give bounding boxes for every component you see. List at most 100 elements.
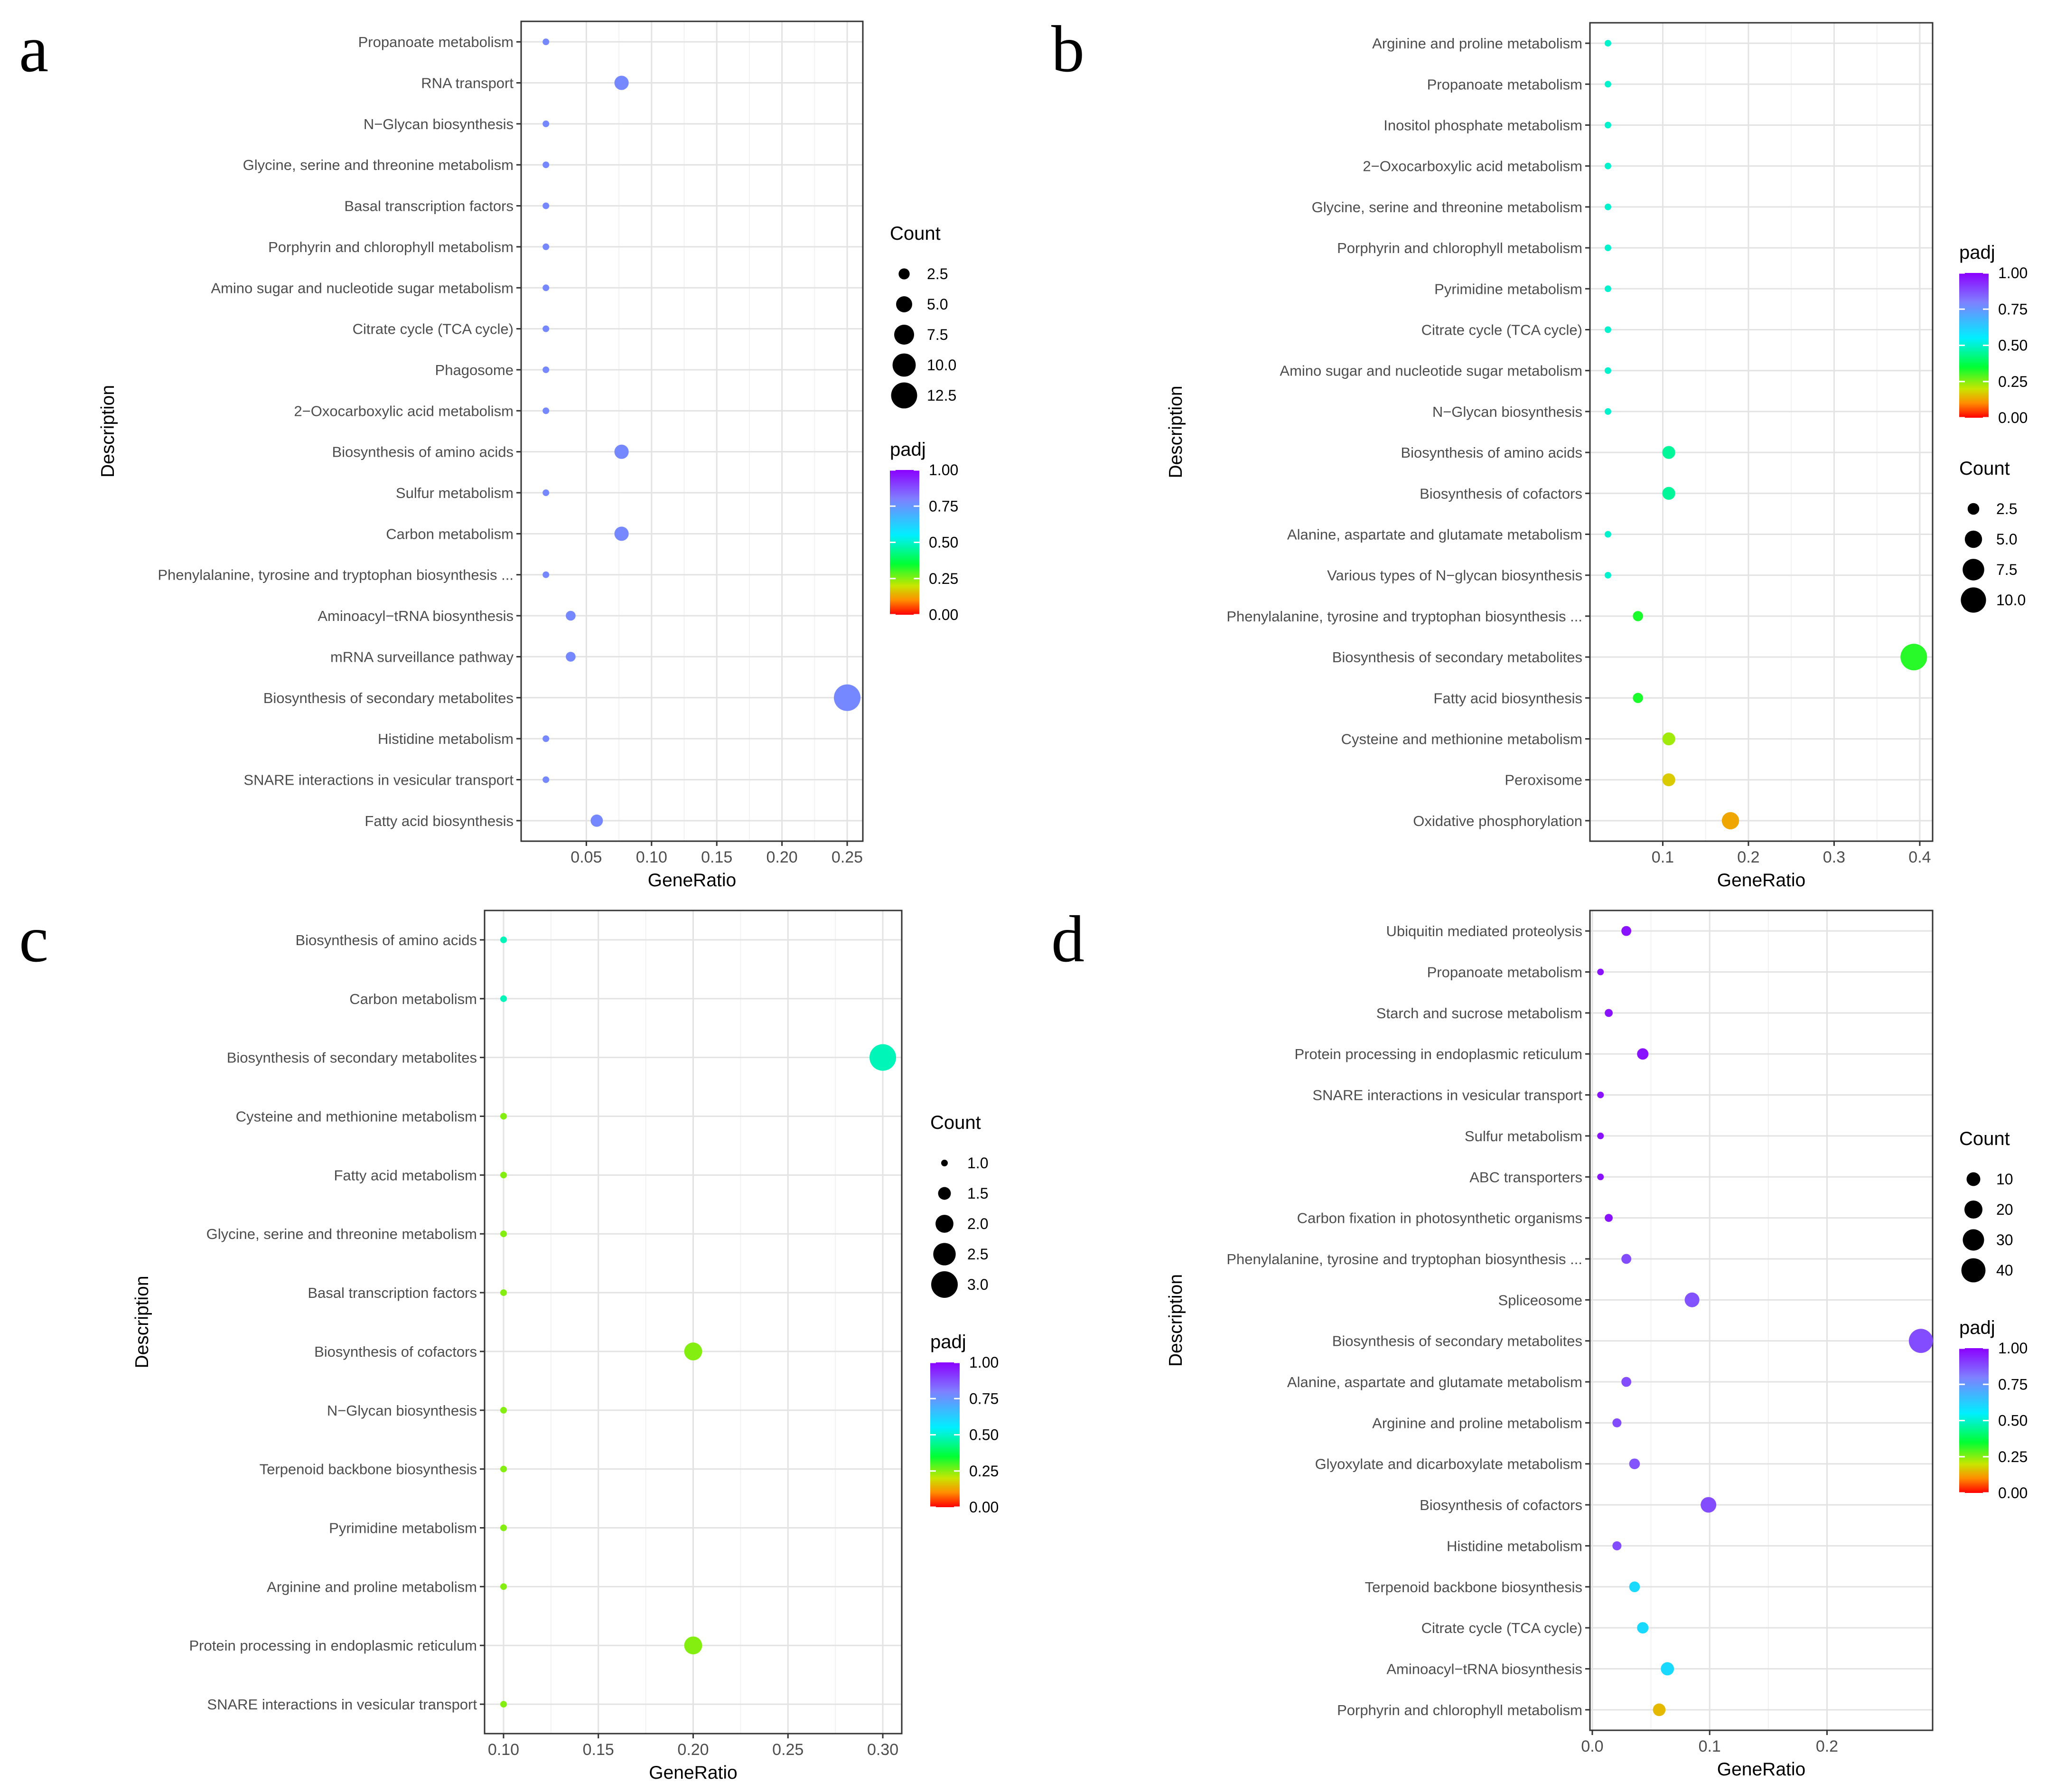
category-label-n-glycan-biosynthesis: N−Glycan biosynthesis	[364, 116, 514, 132]
point-snare-interactions-in-vesicular-transport	[1597, 1091, 1604, 1098]
size-legend-key	[896, 296, 912, 312]
point-oxidative-phosphorylation	[1721, 812, 1739, 830]
category-label-2-oxocarboxylic-acid-metabolism: 2−Oxocarboxylic acid metabolism	[1363, 158, 1582, 175]
point-phenylalanine-tyrosine-and-tryptophan-biosynthesis	[1621, 1254, 1632, 1264]
category-label-basal-transcription-factors: Basal transcription factors	[308, 1285, 477, 1301]
category-label-pyrimidine-metabolism: Pyrimidine metabolism	[1434, 281, 1582, 297]
category-label-cysteine-and-methionine-metabolism: Cysteine and methionine metabolism	[236, 1108, 477, 1125]
x-tick-label: 0.15	[583, 1741, 614, 1759]
point-starch-and-sucrose-metabolism	[1605, 1009, 1613, 1017]
category-label-citrate-cycle-tca-cycle: Citrate cycle (TCA cycle)	[353, 321, 514, 338]
size-legend-key	[894, 324, 915, 345]
color-legend-title: padj	[890, 439, 926, 460]
y-axis-title: Description	[132, 1276, 152, 1368]
category-label-terpenoid-backbone-biosynthesis: Terpenoid backbone biosynthesis	[260, 1461, 477, 1478]
category-label-biosynthesis-of-secondary-metabolites: Biosynthesis of secondary metabolites	[263, 690, 514, 706]
color-legend-label: 1.00	[1998, 1340, 2028, 1357]
category-label-citrate-cycle-tca-cycle: Citrate cycle (TCA cycle)	[1421, 322, 1582, 338]
plot-background	[1590, 23, 1933, 841]
size-legend-label: 7.5	[927, 326, 948, 343]
point-biosynthesis-of-cofactors	[1701, 1497, 1717, 1513]
category-label-alanine-aspartate-and-glutamate-metabolism: Alanine, aspartate and glutamate metabol…	[1287, 1374, 1582, 1390]
category-label-sulfur-metabolism: Sulfur metabolism	[1465, 1128, 1582, 1145]
size-legend-key	[935, 1215, 953, 1233]
category-label-phenylalanine-tyrosine-and-tryptophan-biosynthesis: Phenylalanine, tyrosine and tryptophan b…	[1226, 608, 1582, 625]
x-tick-label: 0.0	[1581, 1737, 1603, 1755]
category-label-biosynthesis-of-cofactors: Biosynthesis of cofactors	[1420, 485, 1582, 502]
category-label-fatty-acid-metabolism: Fatty acid metabolism	[334, 1167, 477, 1183]
point-fatty-acid-biosynthesis	[1633, 693, 1643, 704]
plot-border	[1589, 22, 1934, 842]
category-label-abc-transporters: ABC transporters	[1469, 1169, 1582, 1185]
category-label-mrna-surveillance-pathway: mRNA surveillance pathway	[330, 648, 514, 665]
category-label-porphyrin-and-chlorophyll-metabolism: Porphyrin and chlorophyll metabolism	[268, 239, 514, 255]
point-basal-transcription-factors	[542, 202, 550, 209]
category-label-n-glycan-biosynthesis: N−Glycan biosynthesis	[1432, 403, 1582, 420]
point-2-oxocarboxylic-acid-metabolism	[1604, 162, 1611, 169]
x-tick-label: 0.4	[1908, 848, 1931, 866]
x-tick-label: 0.15	[701, 848, 732, 866]
y-axis-title: Description	[1166, 1274, 1186, 1367]
category-label-biosynthesis-of-amino-acids: Biosynthesis of amino acids	[332, 444, 514, 460]
category-label-biosynthesis-of-amino-acids: Biosynthesis of amino acids	[295, 932, 477, 948]
size-legend-key	[892, 353, 916, 377]
point-mrna-surveillance-pathway	[566, 652, 576, 662]
point-glycine-serine-and-threonine-metabolism	[500, 1230, 507, 1238]
point-n-glycan-biosynthesis	[500, 1407, 507, 1414]
point-phenylalanine-tyrosine-and-tryptophan-biosynthesis	[542, 571, 550, 578]
size-legend-key	[1966, 1172, 1981, 1186]
point-histidine-metabolism	[542, 735, 550, 742]
category-label-propanoate-metabolism: Propanoate metabolism	[1427, 964, 1582, 981]
category-label-arginine-and-proline-metabolism: Arginine and proline metabolism	[267, 1578, 477, 1595]
color-legend-label: 0.00	[929, 606, 958, 623]
x-tick-label: 0.30	[867, 1741, 898, 1759]
panel-letter-c: c	[19, 902, 48, 976]
point-porphyrin-and-chlorophyll-metabolism	[1653, 1703, 1666, 1717]
category-label-protein-processing-in-endoplasmic-reticulum: Protein processing in endoplasmic reticu…	[1294, 1046, 1582, 1062]
plot-border	[520, 20, 864, 842]
point-n-glycan-biosynthesis	[1604, 408, 1611, 415]
point-propanoate-metabolism	[1597, 968, 1604, 976]
x-tick-label: 0.10	[488, 1741, 519, 1759]
category-label-glycine-serine-and-threonine-metabolism: Glycine, serine and threonine metabolism	[243, 157, 514, 173]
plot-border	[1589, 910, 1934, 1731]
x-axis-title: GeneRatio	[1717, 870, 1805, 891]
color-legend-title: padj	[930, 1332, 966, 1352]
point-biosynthesis-of-amino-acids	[614, 444, 629, 459]
size-legend-label: 7.5	[1996, 561, 2017, 578]
point-basal-transcription-factors	[500, 1289, 507, 1296]
point-phagosome	[542, 366, 550, 373]
category-label-citrate-cycle-tca-cycle: Citrate cycle (TCA cycle)	[1421, 1620, 1582, 1636]
point-alanine-aspartate-and-glutamate-metabolism	[1621, 1377, 1632, 1387]
category-label-biosynthesis-of-secondary-metabolites: Biosynthesis of secondary metabolites	[1332, 649, 1582, 666]
category-label-n-glycan-biosynthesis: N−Glycan biosynthesis	[327, 1402, 477, 1419]
color-legend-label: 0.75	[929, 497, 958, 515]
panel-letter-b: b	[1051, 12, 1084, 86]
size-legend-label: 2.5	[927, 265, 948, 282]
plot-background	[1590, 910, 1933, 1730]
color-legend-label: 0.25	[929, 570, 958, 587]
point-biosynthesis-of-secondary-metabolites	[1900, 644, 1927, 671]
size-legend-title: Count	[890, 223, 941, 244]
point-carbon-fixation-in-photosynthetic-organisms	[1605, 1214, 1613, 1222]
category-label-porphyrin-and-chlorophyll-metabolism: Porphyrin and chlorophyll metabolism	[1337, 1702, 1582, 1718]
point-propanoate-metabolism	[1604, 81, 1611, 88]
point-aminoacyl-trna-biosynthesis	[566, 610, 576, 621]
panel-letter-a: a	[19, 12, 48, 86]
size-legend-label: 20	[1996, 1201, 2013, 1218]
point-protein-processing-in-endoplasmic-reticulum	[1637, 1048, 1649, 1060]
x-tick-label: 0.05	[570, 848, 602, 866]
point-n-glycan-biosynthesis	[542, 120, 550, 127]
point-2-oxocarboxylic-acid-metabolism	[542, 407, 550, 414]
point-biosynthesis-of-amino-acids	[500, 936, 507, 943]
size-legend-label: 5.0	[1996, 531, 2017, 548]
point-biosynthesis-of-amino-acids	[1662, 446, 1675, 459]
color-legend-label: 0.00	[969, 1499, 999, 1516]
x-tick-label: 0.1	[1699, 1737, 1721, 1755]
dotplot-panel-d: Ubiquitin mediated proteolysis Propanoate…	[1166, 910, 2028, 1780]
point-biosynthesis-of-cofactors	[1662, 487, 1675, 500]
x-axis-title: GeneRatio	[649, 1763, 737, 1783]
point-sulfur-metabolism	[542, 489, 550, 497]
